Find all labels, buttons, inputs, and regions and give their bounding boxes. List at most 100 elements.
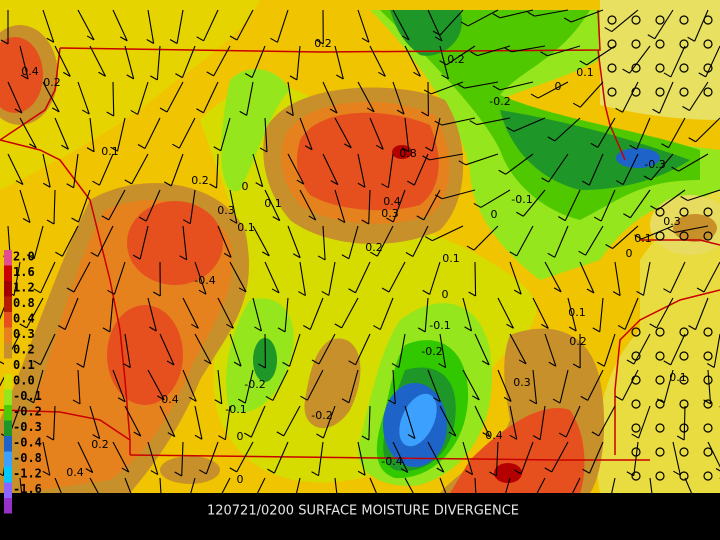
contour-label: 0.2 — [447, 53, 465, 66]
wind-barb — [439, 405, 457, 437]
contour-label: 0.2 — [365, 241, 383, 254]
convergence-zone — [127, 201, 223, 285]
wind-barb-flag — [0, 473, 4, 477]
wind-barb — [629, 45, 651, 74]
dotted-region — [596, 190, 720, 493]
wind-barb-flag — [341, 254, 350, 260]
wind-barb-flag — [466, 245, 475, 251]
station-circle — [631, 351, 641, 361]
station-circle — [655, 207, 665, 217]
wind-barb — [564, 189, 581, 221]
wind-barb — [77, 441, 94, 473]
station-circle — [679, 375, 689, 385]
wind-barb — [229, 333, 242, 367]
wind-barb — [695, 117, 720, 143]
wind-barb-flag — [509, 251, 518, 257]
divergence-zone — [221, 69, 290, 192]
contour-label: 0.2 — [191, 174, 209, 187]
wind-barb — [147, 369, 165, 401]
wind-barb-flag — [492, 13, 501, 19]
wind-barb-flag — [316, 433, 324, 439]
wind-barb — [309, 297, 324, 330]
wind-barb-flag — [623, 213, 631, 219]
wind-barb-flag — [267, 468, 275, 474]
legend-label: 0.4 — [13, 312, 35, 326]
wind-barb — [306, 369, 324, 401]
wind-barb — [429, 153, 464, 161]
wind-barb-flag — [238, 287, 247, 293]
wind-barb — [229, 261, 247, 293]
wind-barb — [713, 333, 720, 368]
wind-barb — [398, 333, 406, 368]
wind-barb-flag — [76, 362, 84, 368]
wind-barb — [124, 477, 132, 493]
wind-barb — [656, 297, 674, 329]
wind-barb-flag — [258, 363, 266, 369]
wind-barb — [322, 225, 326, 260]
wind-barb-flag — [302, 325, 311, 331]
wind-barb-flag — [15, 180, 24, 186]
wind-barb — [77, 369, 81, 404]
contour-label: 0.1 — [568, 306, 586, 319]
wind-barb — [587, 369, 604, 401]
wind-barb — [33, 225, 44, 259]
wind-barb-flag — [276, 431, 285, 437]
legend-swatch — [4, 436, 12, 452]
wind-barb — [217, 225, 232, 258]
legend-swatch — [4, 312, 12, 328]
wind-barb-flag — [169, 39, 178, 44]
legend-label: 0.3 — [13, 327, 35, 341]
wind-barb — [477, 45, 511, 57]
wind-barb — [603, 333, 616, 367]
wind-barb — [203, 9, 219, 42]
wind-barb — [334, 189, 346, 223]
station-circle — [655, 351, 665, 361]
wind-barb-flag — [423, 89, 432, 95]
contour-label: -0.1 — [429, 319, 450, 332]
wind-barb — [229, 189, 238, 224]
wind-barb-flag — [498, 169, 506, 175]
station-circle — [679, 39, 689, 49]
station-circle — [679, 327, 689, 337]
wind-barb-flag — [61, 144, 69, 150]
station-circle — [631, 375, 641, 385]
wind-barb-flag — [663, 360, 671, 366]
wind-barb — [439, 333, 447, 368]
wind-barb — [178, 117, 196, 149]
wind-barb — [600, 189, 616, 222]
wind-barb-flag — [425, 146, 433, 152]
station-circle — [631, 423, 641, 433]
wind-barb — [598, 405, 616, 437]
station-circle — [655, 471, 665, 481]
legend-label: 1.6 — [13, 265, 35, 279]
wind-barb — [322, 81, 338, 114]
wind-barb-flag — [465, 470, 473, 476]
wind-barb — [287, 81, 294, 116]
wind-barb-flag — [381, 287, 390, 293]
wind-barb — [462, 441, 474, 475]
contour-label: 0.3 — [217, 204, 235, 217]
wind-barb-flag — [92, 434, 100, 440]
station-circle — [607, 87, 617, 97]
wind-barb-flag — [218, 435, 226, 441]
wind-barb-flag — [482, 432, 490, 438]
wind-barb — [26, 297, 44, 329]
wind-barb-flag — [42, 470, 51, 476]
wind-barb-flag — [540, 51, 548, 57]
wind-barb — [497, 297, 514, 329]
wind-barb — [89, 405, 101, 439]
wind-barb-flag — [361, 219, 369, 225]
wind-barb — [659, 81, 674, 114]
station-circle — [679, 471, 689, 481]
wind-barb — [649, 477, 653, 493]
wind-barb — [53, 189, 56, 225]
wind-barb — [572, 477, 581, 493]
wind-barb — [182, 297, 199, 329]
wind-barb — [112, 9, 128, 42]
wind-barb-flag — [436, 467, 445, 473]
wind-barb — [42, 441, 51, 476]
wind-barb-flag — [375, 144, 384, 150]
contour-label: -0.2 — [421, 345, 442, 358]
wind-barb-flag — [182, 219, 191, 225]
wind-barb — [423, 189, 441, 221]
